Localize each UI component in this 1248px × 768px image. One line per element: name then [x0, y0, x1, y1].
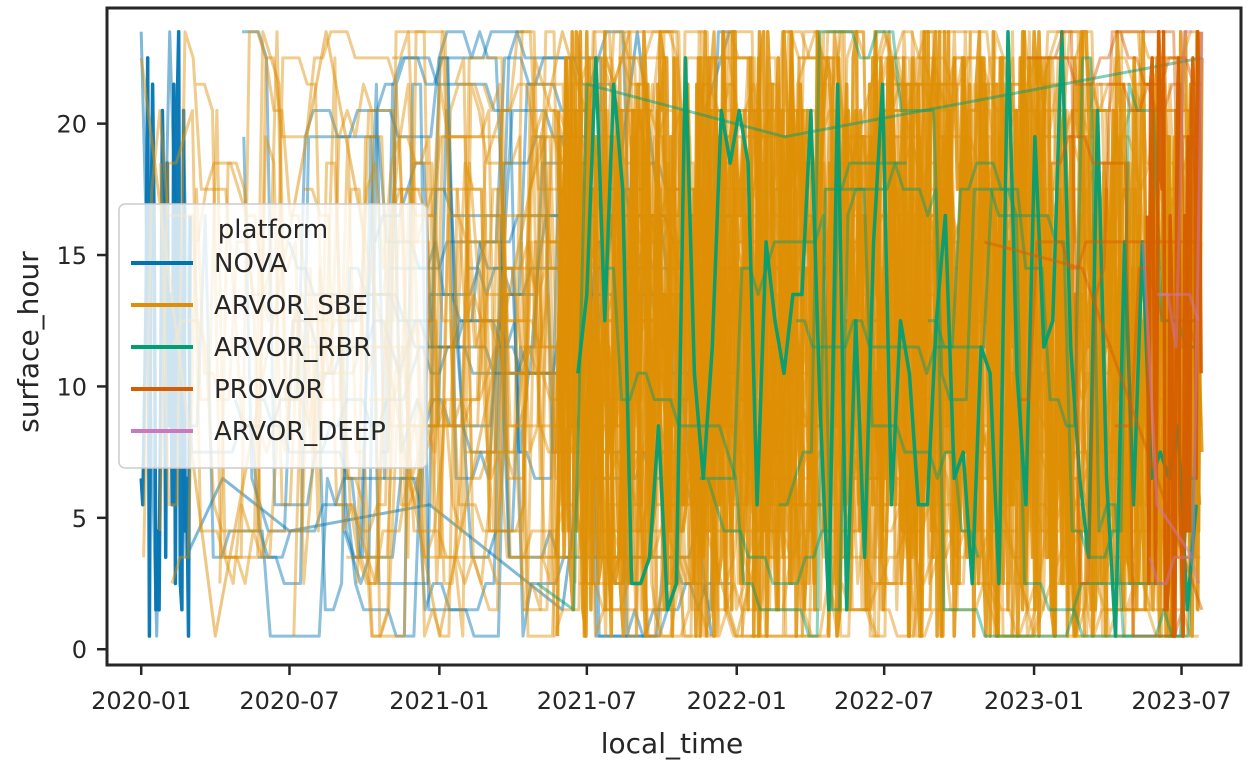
- x-axis: 2020-01 2020-07 2021-01 2021-07 2022-01 2022-…: [91, 665, 1232, 715]
- legend-entry: PROVOR: [214, 375, 324, 405]
- series-line-0: [139, 29, 192, 638]
- series-line-4: [1148, 555, 1201, 585]
- legend-title: platform: [218, 215, 328, 245]
- x-tick-label: 2023-01: [984, 687, 1084, 715]
- series-line-2: [699, 161, 1197, 638]
- series-line-2: [927, 56, 1199, 638]
- series-line-3: [1098, 82, 1197, 323]
- x-tick-label: 2021-01: [389, 687, 489, 715]
- y-tick-label: 0: [72, 636, 87, 664]
- series-line-1: [557, 29, 1203, 638]
- plot-frame: [105, 6, 1243, 667]
- series-line-2: [605, 161, 907, 638]
- series-line-2: [536, 56, 1203, 612]
- y-tick-label: 5: [72, 505, 87, 533]
- series-line-1: [224, 30, 577, 585]
- series-line-2: [576, 29, 1198, 638]
- y-axis-label: surface_hour: [12, 251, 45, 433]
- legend-entry: ARVOR_SBE: [214, 291, 368, 321]
- x-tick-label: 2022-01: [687, 687, 787, 715]
- y-tick-label: 10: [56, 373, 87, 401]
- x-tick-label: 2020-01: [91, 687, 191, 715]
- legend-entry: ARVOR_RBR: [214, 333, 371, 363]
- series-line-0: [256, 30, 682, 505]
- legend: platform NOVA ARVOR_SBE ARVOR_RBR PROVOR ARV…: [118, 203, 428, 469]
- series-line-0: [242, 56, 733, 638]
- series-line-0: [468, 31, 731, 638]
- series-line-4: [1141, 31, 1204, 559]
- series-line-3: [984, 240, 1204, 611]
- y-tick-label: 15: [56, 242, 87, 270]
- y-axis: 0 5 10 15 20: [56, 111, 107, 664]
- x-tick-label: 2022-07: [834, 687, 934, 715]
- x-tick-label: 2021-07: [537, 687, 637, 715]
- y-tick-label: 20: [56, 111, 87, 139]
- legend-entry: ARVOR_DEEP: [214, 417, 386, 447]
- series-line-0: [257, 82, 535, 638]
- legend-frame: [118, 203, 428, 469]
- x-axis-label: local_time: [601, 727, 744, 760]
- x-tick-label: 2023-07: [1131, 687, 1231, 715]
- series-line-3: [1027, 30, 1199, 349]
- x-tick-label: 2020-07: [239, 687, 339, 715]
- series-line-4: [1157, 293, 1200, 322]
- legend-entry: NOVA: [214, 249, 288, 279]
- series-line-4: [1159, 30, 1193, 349]
